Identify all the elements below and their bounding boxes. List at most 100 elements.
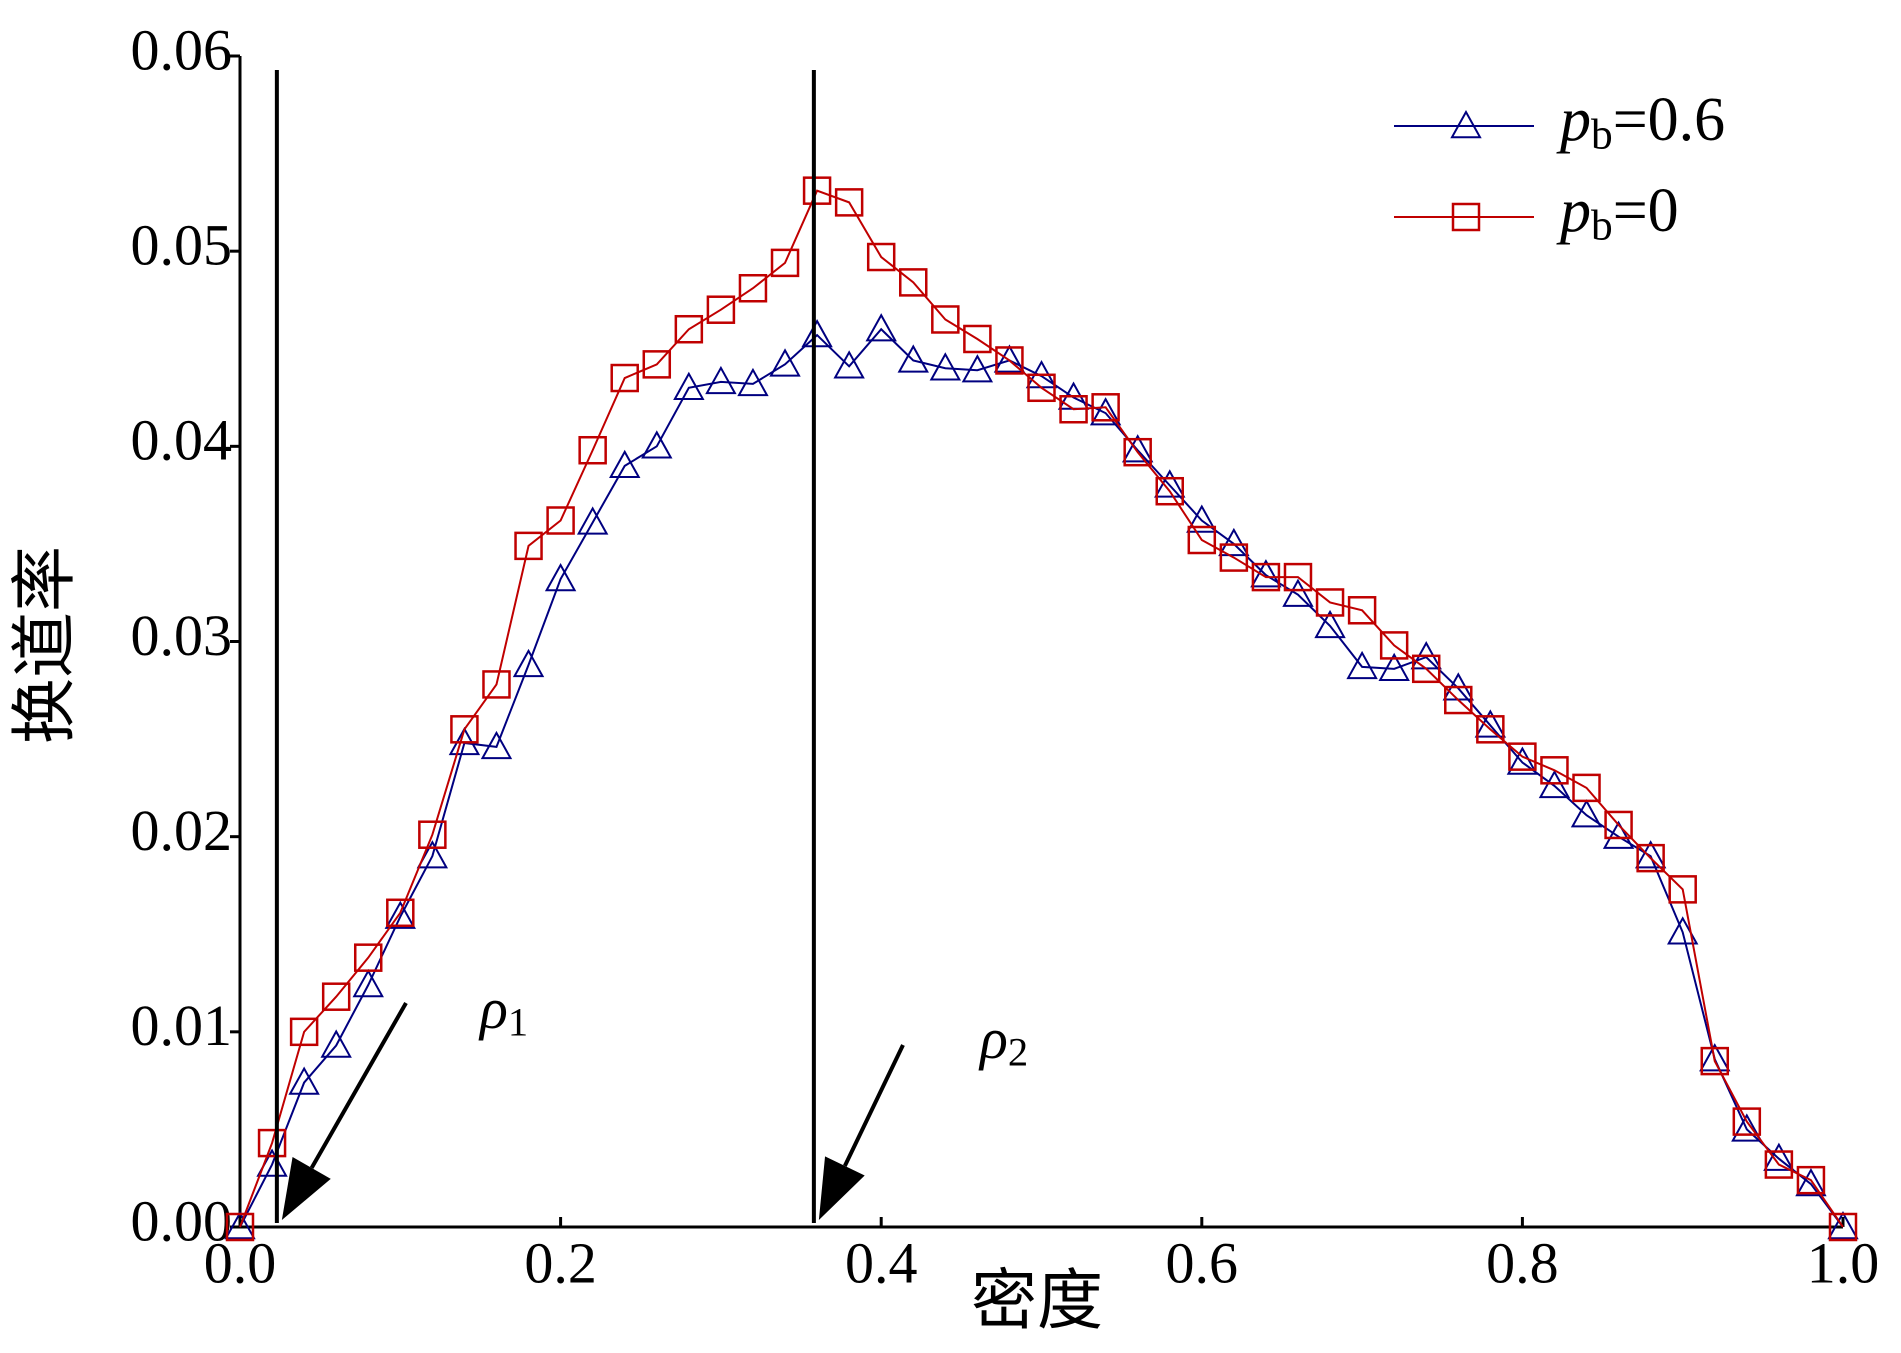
x-tick-label: 0.4 bbox=[845, 1230, 918, 1295]
data-point bbox=[897, 344, 929, 373]
data-point bbox=[384, 900, 416, 929]
data-point bbox=[1795, 1168, 1827, 1197]
data-point bbox=[386, 898, 415, 928]
data-point bbox=[931, 305, 960, 334]
y-tick-label: 0.00 bbox=[131, 1188, 233, 1253]
data-point bbox=[450, 715, 479, 744]
data-point bbox=[1508, 742, 1537, 771]
data-point bbox=[1540, 756, 1569, 785]
data-point bbox=[1572, 773, 1601, 803]
data-point bbox=[1315, 588, 1345, 617]
data-point bbox=[1089, 397, 1122, 426]
data-point bbox=[1506, 746, 1539, 775]
data-point bbox=[353, 943, 383, 972]
data-point bbox=[1027, 373, 1056, 403]
data-point bbox=[1732, 1107, 1762, 1136]
x-tick-label: 0.2 bbox=[524, 1230, 597, 1295]
data-point bbox=[1346, 650, 1378, 680]
legend-marker bbox=[1451, 202, 1481, 232]
data-point bbox=[610, 363, 639, 393]
series-line bbox=[239, 327, 1844, 1228]
arrow-head bbox=[281, 1156, 331, 1220]
data-point bbox=[1699, 1043, 1731, 1072]
data-point bbox=[642, 350, 672, 379]
data-point bbox=[705, 365, 737, 395]
data-point bbox=[321, 982, 351, 1011]
data-point bbox=[544, 562, 577, 592]
data-point bbox=[993, 344, 1026, 373]
y-tick-label: 0.03 bbox=[131, 603, 233, 668]
data-point bbox=[1219, 543, 1249, 572]
data-point bbox=[418, 820, 447, 849]
data-point bbox=[352, 968, 384, 998]
data-point bbox=[673, 371, 705, 400]
data-point bbox=[674, 314, 704, 344]
data-point bbox=[1347, 596, 1377, 625]
data-point bbox=[609, 449, 641, 479]
data-point bbox=[1121, 434, 1154, 463]
data-point bbox=[961, 354, 994, 383]
y-tick-label: 0.06 bbox=[131, 17, 233, 82]
x-tick-label: 0.6 bbox=[1166, 1230, 1239, 1295]
data-point bbox=[1187, 525, 1217, 555]
data-point bbox=[1700, 1046, 1730, 1076]
arrow-head bbox=[818, 1156, 865, 1220]
data-point bbox=[1283, 562, 1313, 592]
data-point bbox=[1604, 810, 1633, 840]
data-point bbox=[1634, 840, 1667, 869]
annotation-arrow bbox=[843, 1044, 905, 1167]
data-point bbox=[289, 1017, 319, 1047]
data-point bbox=[1282, 578, 1314, 607]
data-point bbox=[1314, 609, 1346, 639]
y-tick-label: 0.05 bbox=[131, 212, 233, 277]
legend-label: pb=0.6 bbox=[1556, 86, 1725, 158]
data-point bbox=[899, 268, 928, 297]
data-point bbox=[929, 352, 962, 381]
data-point bbox=[320, 1029, 352, 1058]
data-point bbox=[225, 1212, 255, 1242]
data-point bbox=[1731, 1113, 1763, 1142]
data-point bbox=[1379, 631, 1409, 660]
data-point bbox=[1763, 1142, 1795, 1171]
data-point bbox=[1668, 875, 1697, 904]
data-point bbox=[1796, 1165, 1826, 1195]
data-point bbox=[1636, 843, 1665, 873]
data-point bbox=[224, 1210, 256, 1240]
data-point bbox=[1828, 1212, 1858, 1242]
data-point bbox=[578, 435, 607, 465]
y-tick-label: 0.04 bbox=[131, 408, 233, 473]
data-point bbox=[769, 348, 801, 377]
data-point bbox=[1123, 437, 1152, 467]
data-point bbox=[1764, 1150, 1794, 1179]
data-point bbox=[576, 506, 609, 535]
y-tick-label: 0.01 bbox=[131, 993, 233, 1058]
legend-marker bbox=[1450, 109, 1482, 139]
annotation-label: ρ1 bbox=[478, 976, 528, 1045]
data-point bbox=[288, 1066, 320, 1095]
data-point bbox=[1218, 527, 1250, 557]
data-point bbox=[257, 1128, 287, 1158]
data-point bbox=[514, 531, 543, 561]
x-tick-label: 0.8 bbox=[1486, 1230, 1559, 1295]
data-point bbox=[833, 350, 865, 379]
data-point bbox=[1091, 393, 1120, 422]
data-point bbox=[865, 313, 897, 342]
y-axis-label: 换道率 bbox=[9, 546, 82, 744]
data-point bbox=[641, 430, 673, 459]
series-line bbox=[239, 189, 1844, 1228]
data-point bbox=[1827, 1210, 1859, 1240]
annotation-arrow bbox=[309, 1002, 408, 1169]
data-point bbox=[737, 367, 769, 397]
data-point bbox=[512, 648, 545, 678]
legend-label: pb=0 bbox=[1556, 177, 1679, 249]
data-point bbox=[1155, 476, 1184, 506]
data-point bbox=[770, 248, 800, 278]
data-point bbox=[802, 176, 832, 205]
y-tick-label: 0.02 bbox=[131, 798, 233, 863]
data-point bbox=[546, 506, 575, 535]
data-point bbox=[1602, 820, 1635, 849]
data-point bbox=[866, 242, 896, 272]
data-point bbox=[1251, 562, 1281, 592]
